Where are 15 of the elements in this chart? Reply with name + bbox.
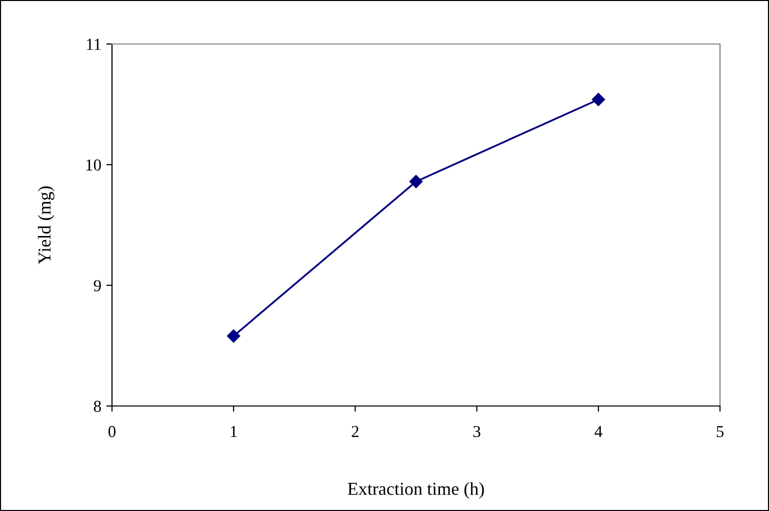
y-tick-label: 9 xyxy=(94,280,101,292)
x-tick-label: 2 xyxy=(352,426,358,438)
y-tick-label: 10 xyxy=(86,159,101,171)
y-tick-label: 11 xyxy=(87,38,101,50)
point xyxy=(592,92,605,106)
x-tick-label: 3 xyxy=(473,426,480,438)
x-tick-label: 4 xyxy=(594,426,602,438)
x-tick-label: 0 xyxy=(108,426,116,438)
x-axis-title: Extraction time (h) xyxy=(348,482,484,499)
x-tick-label: 1 xyxy=(230,426,237,438)
x-tick-label: 5 xyxy=(716,426,724,438)
y-tick-label: 8 xyxy=(94,400,101,412)
point xyxy=(409,174,423,188)
point xyxy=(227,329,240,343)
y-axis-title: Yield (mg) xyxy=(38,186,54,264)
